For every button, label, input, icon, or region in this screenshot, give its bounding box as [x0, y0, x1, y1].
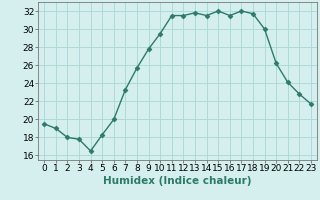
X-axis label: Humidex (Indice chaleur): Humidex (Indice chaleur)	[103, 176, 252, 186]
